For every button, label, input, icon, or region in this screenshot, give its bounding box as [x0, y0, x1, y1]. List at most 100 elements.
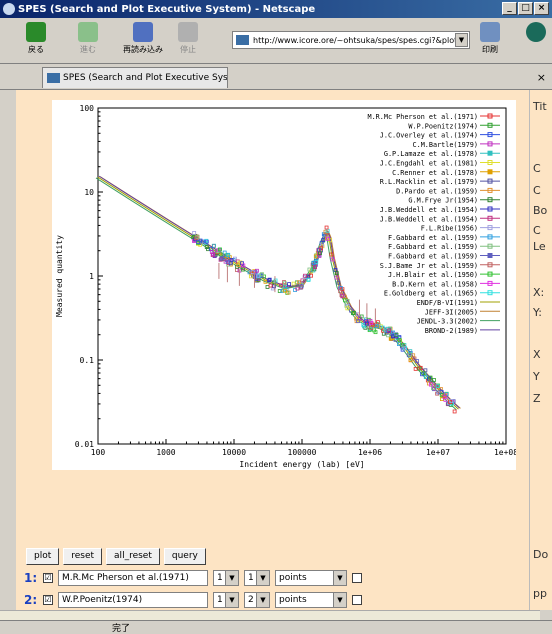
legend-entry: D.Pardo et al.(1959)	[396, 187, 478, 195]
data-point	[196, 240, 201, 245]
horizontal-scrollbar[interactable]	[0, 610, 540, 620]
forward-button[interactable]: 進む	[72, 22, 104, 55]
close-button[interactable]: ×	[534, 2, 549, 15]
url-text: http://www.icore.ore/~ohtsuka/spes/spes.…	[253, 35, 458, 45]
data-point	[282, 281, 287, 286]
data-point	[364, 321, 369, 326]
mode-select[interactable]: points	[275, 570, 347, 586]
data-point	[433, 383, 438, 388]
data-point	[449, 399, 454, 403]
mode-select[interactable]: points	[275, 592, 347, 608]
data-point	[241, 263, 246, 268]
url-field[interactable]: http://www.icore.ore/~ohtsuka/spes/spes.…	[232, 31, 470, 49]
y-axis-label: Measured quantity	[55, 235, 64, 317]
legend-marker	[487, 290, 493, 296]
data-point	[299, 284, 304, 289]
legend-entry: W.P.Poenitz(1974)	[408, 122, 478, 130]
row-number: 2:	[24, 593, 38, 607]
dataset-name-field[interactable]: M.R.Mc Pherson et al.(1971)	[58, 570, 208, 586]
url-dropdown-icon[interactable]: ▼	[455, 33, 468, 47]
legend-entry: J.C.Overley et al.(1974)	[380, 132, 478, 140]
data-point	[287, 282, 291, 287]
legend-marker	[487, 253, 493, 258]
dataset-row: 1: ☑ M.R.Mc Pherson et al.(1971) 1 1 poi…	[24, 569, 362, 587]
back-button[interactable]: 戻る	[20, 22, 52, 55]
data-point	[299, 285, 304, 290]
data-point	[452, 409, 457, 414]
forward-arrow-icon	[78, 22, 98, 42]
x-tick-label: 1e+08	[494, 448, 516, 457]
data-point	[388, 326, 392, 331]
data-point	[248, 274, 253, 279]
row-checkbox[interactable]: ☑	[43, 595, 53, 605]
data-point	[368, 326, 373, 330]
x-tick-label: 100	[91, 448, 106, 457]
data-point	[291, 281, 296, 286]
window-titlebar: SPES (Search and Plot Executive System) …	[0, 0, 552, 18]
right-panel-item: Bo	[533, 204, 548, 217]
data-point	[352, 310, 356, 315]
data-point	[388, 336, 393, 341]
x-tick-label: 1e+07	[426, 448, 450, 457]
all-reset-button[interactable]: all_reset	[106, 548, 160, 565]
data-point	[431, 386, 435, 390]
select-1[interactable]: 1	[213, 570, 239, 586]
data-point	[428, 382, 433, 387]
legend-marker	[487, 132, 493, 138]
plot-button[interactable]: plot	[26, 548, 60, 565]
query-button[interactable]: query	[163, 548, 206, 565]
legend-marker	[487, 197, 493, 203]
legend-marker	[487, 141, 493, 147]
chart-svg: 100 1000 10000 100000 1e+06 1e+07 1e+08 100 10 1 0…	[55, 104, 518, 469]
select-2[interactable]: 2	[244, 592, 270, 608]
printer-icon	[480, 22, 500, 42]
data-point	[376, 320, 380, 325]
tab-spes[interactable]: SPES (Search and Plot Executive Syste..	[42, 67, 228, 88]
select-1[interactable]: 1	[213, 592, 239, 608]
legend-marker	[487, 122, 493, 128]
legend-marker	[487, 262, 493, 268]
data-point	[267, 278, 271, 283]
data-point	[282, 285, 287, 289]
legend-entry: J.B.Weddell et al.(1954)	[380, 206, 478, 214]
legend-entry: R.L.Macklin et al.(1979)	[380, 178, 478, 186]
window-title: SPES (Search and Plot Executive System) …	[18, 3, 316, 15]
minimize-button[interactable]: _	[502, 2, 517, 15]
data-point	[336, 280, 341, 285]
row-number: 1:	[24, 571, 38, 585]
data-point	[397, 338, 402, 343]
stop-button[interactable]: 停止	[172, 22, 204, 55]
data-point	[325, 236, 330, 241]
tab-close-icon[interactable]: ×	[536, 71, 546, 84]
data-point	[413, 366, 418, 371]
dataset-name-field[interactable]: W.P.Poenitz(1974)	[58, 592, 208, 608]
right-panel-item: X	[533, 348, 541, 361]
data-point	[418, 365, 423, 370]
data-point	[412, 356, 417, 361]
data-point	[219, 256, 224, 261]
tab-label: SPES (Search and Plot Executive Syste..	[63, 73, 228, 83]
select-2[interactable]: 1	[244, 570, 270, 586]
print-button[interactable]: 印刷	[474, 22, 506, 55]
netscape-throbber[interactable]	[520, 22, 552, 44]
data-point	[415, 359, 419, 363]
legend-entry: G.M.Frye Jr(1954)	[408, 197, 478, 205]
row-extra-checkbox[interactable]	[352, 595, 362, 605]
netscape-icon	[3, 3, 15, 15]
legend-entry: G.P.Lamaze et al.(1978)	[384, 150, 478, 158]
data-point	[361, 323, 366, 327]
right-panel: Tit C C Bo C Le X: Y: X Y Z Do pp	[529, 90, 552, 610]
row-checkbox[interactable]: ☑	[43, 573, 53, 583]
data-point	[256, 278, 261, 283]
data-point	[313, 254, 318, 259]
data-point	[408, 352, 412, 357]
legend-entry: E.Goldberg et al.(1965)	[384, 290, 478, 298]
data-point	[369, 321, 374, 325]
data-point	[421, 371, 426, 376]
data-point	[236, 263, 241, 267]
reset-button[interactable]: reset	[63, 548, 103, 565]
reload-button[interactable]: 再読み込み	[120, 22, 166, 55]
legend-entry: B.D.Kern et al.(1958)	[392, 280, 478, 288]
maximize-button[interactable]: □	[518, 2, 533, 15]
row-extra-checkbox[interactable]	[352, 573, 362, 583]
